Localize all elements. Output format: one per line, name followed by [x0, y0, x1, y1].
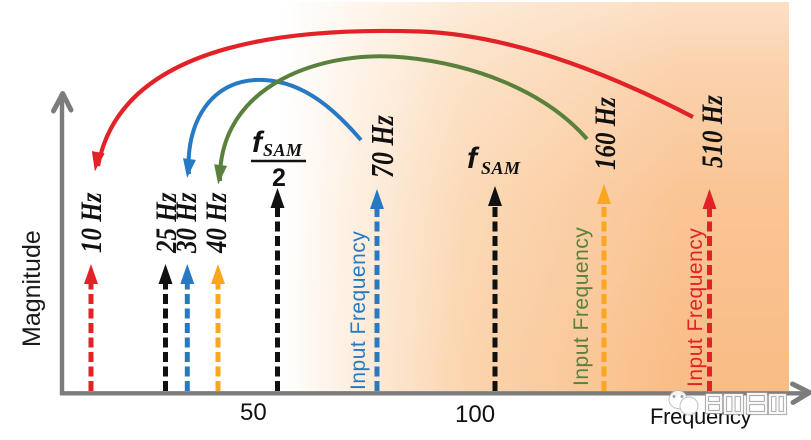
svg-text:Magnitude: Magnitude — [18, 230, 46, 347]
svg-text:100: 100 — [455, 401, 495, 428]
svg-text:25 Hz: 25 Hz — [149, 192, 183, 254]
svg-text:510 Hz: 510 Hz — [695, 95, 729, 168]
svg-text:f: f — [252, 126, 265, 159]
svg-text:SAM: SAM — [481, 158, 521, 178]
svg-text:40 Hz: 40 Hz — [199, 192, 233, 254]
svg-text:f: f — [467, 142, 480, 175]
svg-text:SAM: SAM — [263, 140, 303, 160]
svg-text:Input Frequency: Input Frequency — [684, 228, 707, 387]
svg-text:Frequency: Frequency — [650, 404, 752, 429]
svg-text:160 Hz: 160 Hz — [588, 97, 622, 170]
svg-text:70 Hz: 70 Hz — [366, 114, 401, 178]
svg-text:10 Hz: 10 Hz — [74, 192, 108, 253]
svg-text:Input Frequency: Input Frequency — [570, 227, 593, 386]
svg-text:Input Frequency: Input Frequency — [347, 231, 370, 390]
svg-text:50: 50 — [240, 399, 267, 426]
svg-text:2: 2 — [272, 164, 286, 192]
svg-text:30 Hz: 30 Hz — [169, 192, 203, 254]
